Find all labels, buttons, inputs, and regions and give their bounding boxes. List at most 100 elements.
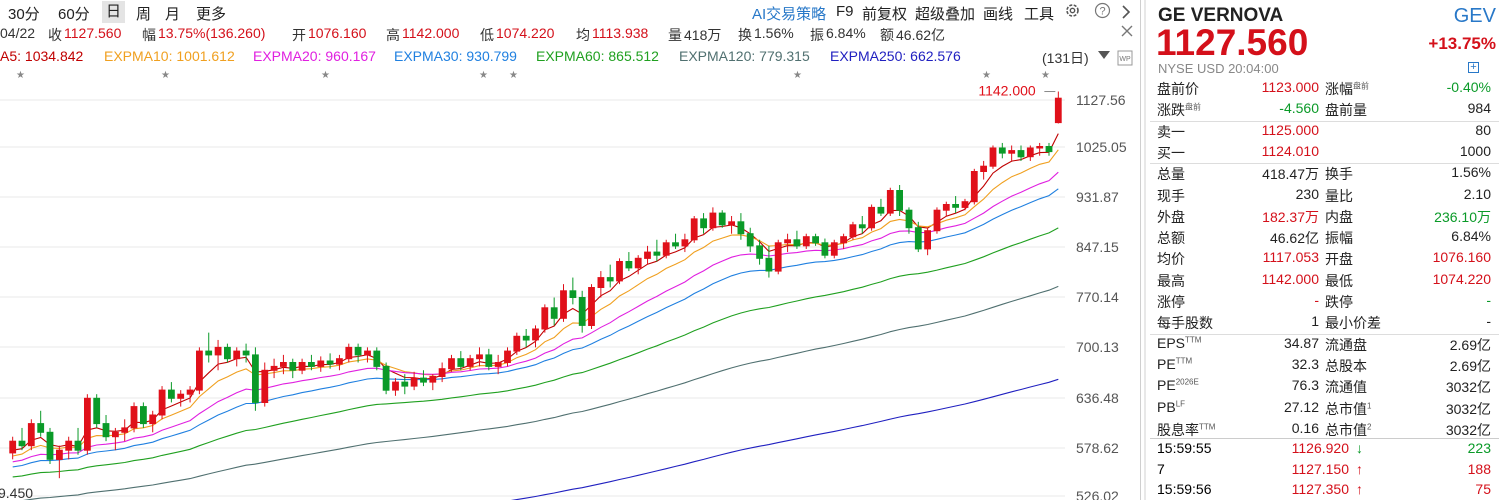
candle-body (634, 257, 642, 269)
f9-button[interactable]: F9 (836, 3, 854, 20)
settings-gear-icon[interactable] (1064, 2, 1081, 23)
candle-body (672, 242, 679, 247)
y-tick-label: 526.02 (1076, 488, 1119, 500)
stock-code: GEV (1453, 5, 1496, 27)
quote-value-right: 1076.160 (1432, 249, 1491, 266)
wp-icon[interactable]: WP (1117, 50, 1133, 71)
event-star-marker: ★ (1041, 70, 1050, 81)
candle-body (812, 236, 820, 244)
quote-label-left: 均价 (1157, 251, 1185, 268)
candlestick-chart[interactable]: 1127.56 1025.05 931.87 847.15 770.14 700.13 63… (0, 66, 1140, 500)
quote-label-right: 最低 (1325, 272, 1353, 289)
tick-price: 1127.150 (1291, 460, 1349, 477)
candle-body (840, 236, 848, 244)
candle-body (37, 423, 45, 433)
candle-body (784, 239, 792, 244)
high-label: 高 (386, 27, 400, 43)
candle-body (653, 251, 661, 256)
candle-body (494, 362, 502, 367)
candle-body (952, 204, 960, 208)
quote-row: 现手 230 量比 2.10 (1150, 186, 1499, 207)
ai-strategy-button[interactable]: AI交易策略 (752, 6, 827, 23)
quote-label-right: 总市值2 (1325, 421, 1372, 438)
quote-label-right: 总市值1 (1325, 400, 1372, 417)
candle-body (224, 346, 231, 360)
quote-label-right: 流通值 (1325, 379, 1367, 396)
candle-body (681, 239, 689, 247)
change-percent: +13.75% (1428, 34, 1496, 53)
quote-value-left: 1123.000 (1261, 79, 1319, 95)
low-value: 1074.220 (496, 25, 555, 41)
candle-body (644, 251, 651, 259)
period-more-tab[interactable]: 更多 (196, 6, 227, 23)
draw-line-button[interactable]: 画线 (983, 6, 1014, 23)
period-60min-tab[interactable]: 60分 (58, 6, 90, 23)
quote-label-left: EPSTTM (1157, 334, 1202, 351)
period-toolbar: 30分 60分 日 周 月 更多 AI交易策略 F9 前复权 超级叠加 画线 工… (0, 0, 1140, 24)
svg-text:WP: WP (1119, 56, 1131, 63)
candle-body (690, 218, 698, 241)
period-30min-tab[interactable]: 30分 (8, 6, 40, 23)
tick-volume: 223 (1467, 440, 1491, 456)
candle-body (168, 389, 175, 399)
ema-period-count[interactable]: (131日) (1042, 50, 1089, 66)
candle-body (718, 212, 726, 226)
quote-value-right: 984 (1467, 100, 1491, 117)
candle-body (485, 354, 493, 367)
quote-value-right: 2.69亿 (1449, 336, 1491, 353)
quote-row: 盘前价 1123.000 涨幅盘前 -0.40% (1150, 79, 1499, 100)
candle-body (93, 397, 101, 425)
candle-body (569, 290, 577, 299)
period-month-tab[interactable]: 月 (165, 6, 181, 23)
tick-time: 7 (1157, 460, 1165, 477)
panel-scrollbar[interactable] (1144, 0, 1146, 500)
candle-body (46, 431, 54, 460)
help-icon[interactable]: ? (1094, 2, 1111, 23)
quote-value-left: 1125.000 (1261, 121, 1319, 138)
add-watchlist-icon[interactable]: + (1468, 62, 1479, 73)
period-week-tab[interactable]: 周 (136, 6, 152, 23)
collapse-icon[interactable] (1121, 5, 1131, 23)
candle-body (998, 147, 1006, 154)
candle-body (308, 362, 315, 367)
event-star-marker: ★ (793, 70, 802, 81)
quote-row: 最高 1142.000 最低 1074.220 (1150, 271, 1499, 292)
ema-line (12, 188, 1059, 468)
quote-value-right: 1074.220 (1432, 270, 1491, 287)
quote-label-left: PBLF (1157, 398, 1186, 415)
quote-value-right: 1.56% (1451, 164, 1491, 181)
candle-body (513, 335, 521, 352)
y-tick-label: 700.13 (1076, 339, 1119, 355)
quote-value-right: 2.69亿 (1449, 357, 1491, 374)
quote-separator (1150, 163, 1499, 165)
arrow-up-icon: ↑ (1356, 481, 1363, 497)
date-value: 04/22 (0, 25, 36, 41)
quote-row: EPSTTM 34.87 流通盘 2.69亿 (1150, 335, 1499, 356)
tick-divider (1150, 438, 1499, 439)
quote-row: 均价 1117.053 开盘 1076.160 (1150, 249, 1499, 270)
tools-button[interactable]: 工具 (1024, 6, 1055, 23)
candle-body (709, 212, 717, 229)
candle-body (158, 389, 166, 416)
quote-label-right: 最小价差 (1325, 315, 1381, 332)
overlay-button[interactable]: 超级叠加 (915, 6, 976, 23)
candle-body (9, 440, 17, 454)
event-star-marker: ★ (509, 70, 518, 81)
quote-label-left: 每手股数 (1157, 315, 1213, 332)
quote-value-left: 1117.053 (1262, 249, 1319, 266)
quote-label-right: 内盘 (1325, 208, 1353, 225)
quote-row: PE2026E 76.3 流通值 3032亿 (1150, 377, 1499, 398)
ema250-label: EXPMA250: 662.576 (830, 48, 961, 64)
adjust-button[interactable]: 前复权 (862, 6, 908, 23)
candle-body (896, 190, 904, 211)
chart-close-icon[interactable] (1120, 24, 1134, 41)
candle-body (448, 358, 455, 370)
period-day-tab[interactable]: 日 (102, 1, 126, 23)
quote-separator (1150, 120, 1499, 122)
ema-line (12, 171, 1059, 463)
candle-body (504, 350, 511, 364)
ema20-label: EXPMA20: 960.167 (253, 48, 376, 64)
quote-row: PETTM 32.3 总股本 2.69亿 (1150, 356, 1499, 377)
ema-dropdown-icon[interactable] (1098, 51, 1110, 59)
candle-body (112, 431, 119, 438)
